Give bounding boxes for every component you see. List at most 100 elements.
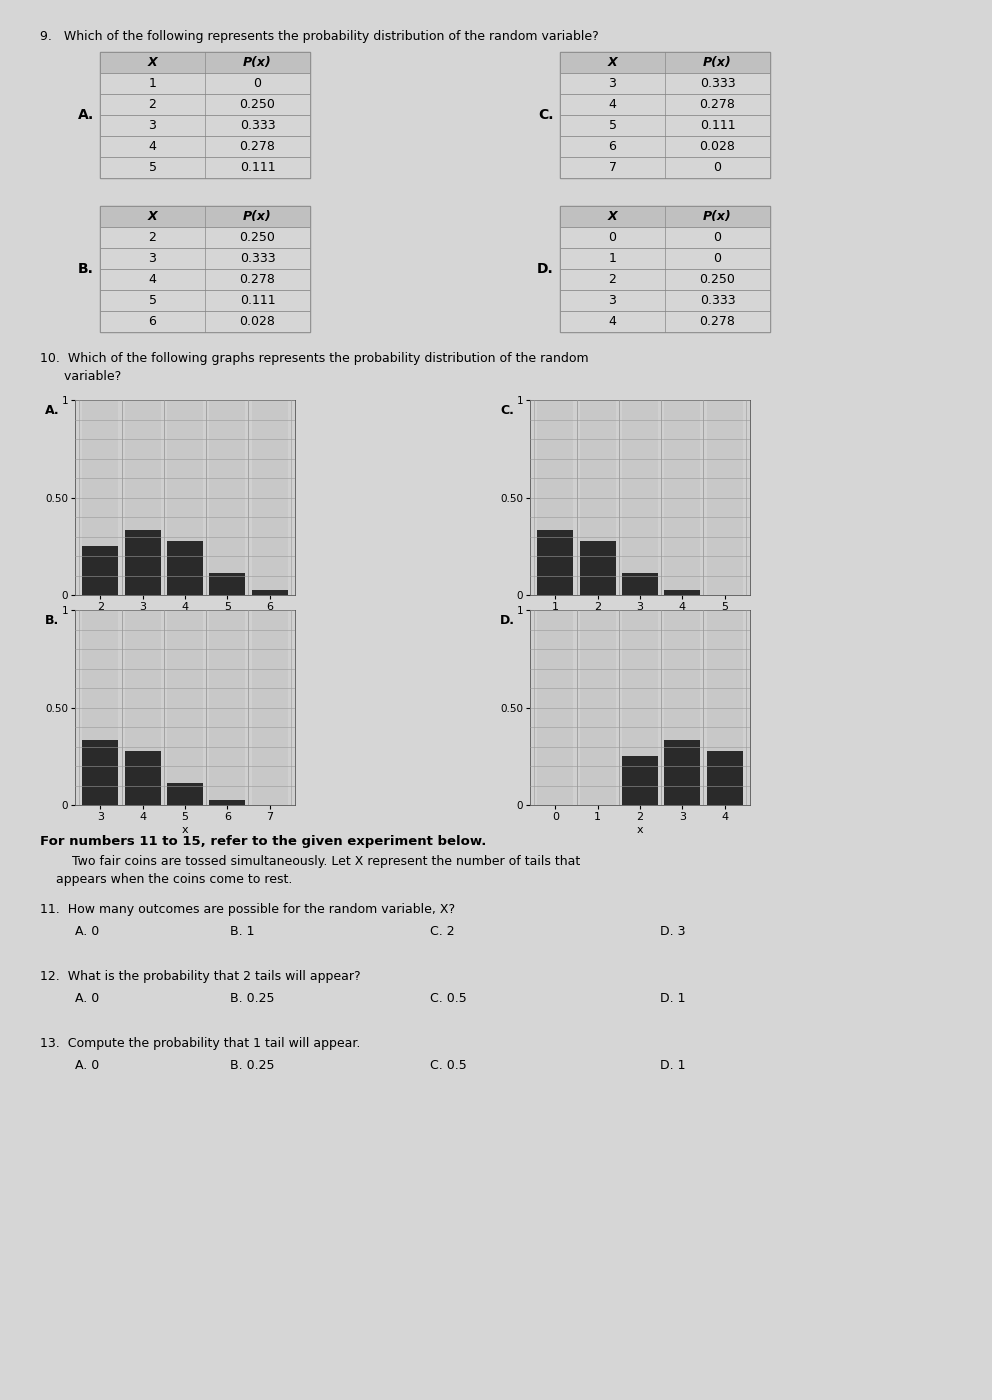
Text: D. 1: D. 1 <box>660 993 685 1005</box>
Text: 6: 6 <box>608 140 616 153</box>
Bar <box>100 290 310 311</box>
Bar <box>622 400 658 595</box>
Text: 0: 0 <box>254 77 262 90</box>
Bar <box>125 750 161 805</box>
Text: 2: 2 <box>608 273 616 286</box>
Text: B. 1: B. 1 <box>230 925 255 938</box>
Text: 12.  What is the probability that 2 tails will appear?: 12. What is the probability that 2 tails… <box>40 970 361 983</box>
Text: 5: 5 <box>149 294 157 307</box>
Text: 5: 5 <box>608 119 616 132</box>
Text: 0.250: 0.250 <box>239 98 276 111</box>
Bar <box>100 269 310 290</box>
Text: C.: C. <box>539 108 554 122</box>
Bar <box>665 610 700 805</box>
Text: D.: D. <box>538 262 554 276</box>
Text: 10.  Which of the following graphs represents the probability distribution of th: 10. Which of the following graphs repres… <box>40 351 588 365</box>
Text: 0.250: 0.250 <box>239 231 276 244</box>
Text: 4: 4 <box>149 140 157 153</box>
Text: A. 0: A. 0 <box>75 925 99 938</box>
Text: 0.028: 0.028 <box>699 140 735 153</box>
Bar <box>560 227 770 248</box>
Bar <box>100 206 310 227</box>
Text: 6: 6 <box>149 315 157 328</box>
Text: 5: 5 <box>149 161 157 174</box>
Bar <box>100 52 310 73</box>
Bar <box>167 610 203 805</box>
Bar <box>100 52 310 178</box>
Text: For numbers 11 to 15, refer to the given experiment below.: For numbers 11 to 15, refer to the given… <box>40 834 486 848</box>
Bar <box>82 741 118 805</box>
Text: 0.278: 0.278 <box>699 315 735 328</box>
Bar <box>560 206 770 332</box>
Text: 3: 3 <box>149 252 157 265</box>
Text: X: X <box>148 210 158 223</box>
Text: B.: B. <box>78 262 94 276</box>
X-axis label: x: x <box>182 615 188 624</box>
Text: 4: 4 <box>608 315 616 328</box>
Text: X: X <box>608 210 617 223</box>
Text: A.: A. <box>77 108 94 122</box>
Bar <box>538 610 573 805</box>
X-axis label: x: x <box>637 615 644 624</box>
Text: X: X <box>148 56 158 69</box>
Text: B. 0.25: B. 0.25 <box>230 1058 275 1072</box>
Text: C. 0.5: C. 0.5 <box>430 993 467 1005</box>
Bar <box>560 157 770 178</box>
Text: 0.278: 0.278 <box>699 98 735 111</box>
Bar <box>252 400 288 595</box>
Bar <box>560 52 770 178</box>
Text: 0.278: 0.278 <box>239 273 276 286</box>
Text: 1: 1 <box>608 252 616 265</box>
Bar <box>560 94 770 115</box>
Text: 0.333: 0.333 <box>240 252 276 265</box>
Bar <box>252 610 288 805</box>
Bar <box>125 400 161 595</box>
Text: C. 0.5: C. 0.5 <box>430 1058 467 1072</box>
Bar <box>125 610 161 805</box>
Text: B. 0.25: B. 0.25 <box>230 993 275 1005</box>
Text: variable?: variable? <box>40 370 121 384</box>
Bar <box>560 136 770 157</box>
Bar <box>706 750 743 805</box>
X-axis label: x: x <box>182 825 188 834</box>
Text: 3: 3 <box>608 294 616 307</box>
Text: P(x): P(x) <box>703 210 732 223</box>
Bar <box>167 784 203 805</box>
Text: 0.333: 0.333 <box>240 119 276 132</box>
Text: 0.333: 0.333 <box>699 77 735 90</box>
Text: B.: B. <box>45 615 60 627</box>
Bar <box>100 94 310 115</box>
Text: Two fair coins are tossed simultaneously. Let X represent the number of tails th: Two fair coins are tossed simultaneously… <box>40 855 580 868</box>
Text: 13.  Compute the probability that 1 tail will appear.: 13. Compute the probability that 1 tail … <box>40 1037 360 1050</box>
Text: 1: 1 <box>149 77 157 90</box>
Text: 0.111: 0.111 <box>240 294 276 307</box>
Bar <box>622 574 658 595</box>
Text: A.: A. <box>45 405 60 417</box>
Bar <box>209 799 245 805</box>
Text: P(x): P(x) <box>243 210 272 223</box>
Bar <box>100 157 310 178</box>
Bar <box>560 115 770 136</box>
Text: 4: 4 <box>149 273 157 286</box>
Text: 11.  How many outcomes are possible for the random variable, X?: 11. How many outcomes are possible for t… <box>40 903 455 916</box>
X-axis label: x: x <box>637 825 644 834</box>
Text: 0.250: 0.250 <box>699 273 735 286</box>
Text: 0.278: 0.278 <box>239 140 276 153</box>
Text: 3: 3 <box>149 119 157 132</box>
Text: 0.028: 0.028 <box>239 315 276 328</box>
Text: 2: 2 <box>149 98 157 111</box>
Bar <box>706 610 743 805</box>
Bar <box>167 400 203 595</box>
Bar <box>125 531 161 595</box>
Bar <box>560 311 770 332</box>
Text: 0: 0 <box>713 252 721 265</box>
Bar <box>560 73 770 94</box>
Bar <box>579 610 616 805</box>
Bar <box>100 136 310 157</box>
Text: X: X <box>608 56 617 69</box>
Bar <box>538 531 573 595</box>
Text: P(x): P(x) <box>243 56 272 69</box>
Bar <box>579 540 616 595</box>
Text: 9.   Which of the following represents the probability distribution of the rando: 9. Which of the following represents the… <box>40 29 599 43</box>
Bar <box>82 546 118 595</box>
